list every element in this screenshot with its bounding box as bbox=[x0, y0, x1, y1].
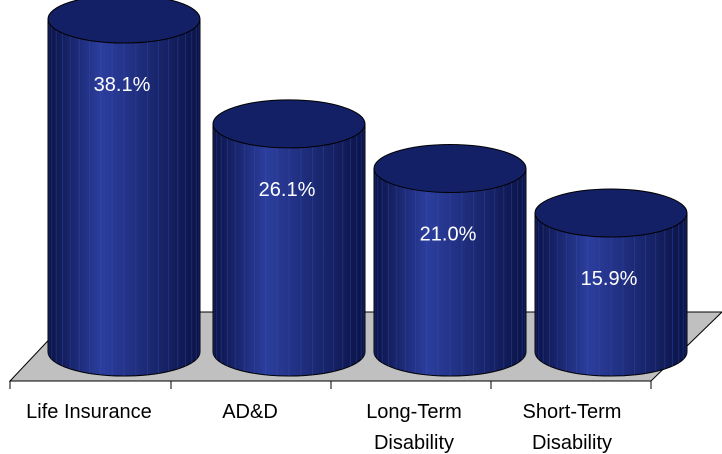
data-label: 15.9% bbox=[581, 268, 638, 290]
data-label: 38.1% bbox=[94, 74, 151, 96]
bar-top bbox=[47, 0, 201, 44]
bar: 15.9% bbox=[534, 188, 688, 377]
x-tick-label: Life Insurance bbox=[26, 401, 152, 423]
bar: 26.1% bbox=[212, 99, 366, 377]
bar-top bbox=[212, 99, 366, 149]
data-label: 26.1% bbox=[259, 179, 316, 201]
bar-top bbox=[534, 188, 688, 238]
x-tick-label: Short-Term Disability bbox=[523, 401, 622, 454]
bar-top bbox=[373, 143, 527, 193]
bar-body bbox=[47, 18, 201, 377]
x-tick-label: AD&D bbox=[222, 401, 278, 423]
bar-body bbox=[534, 212, 688, 377]
bar-body bbox=[212, 123, 366, 377]
bar: 21.0% bbox=[373, 143, 527, 377]
bar: 38.1% bbox=[47, 0, 201, 377]
data-label: 21.0% bbox=[420, 223, 477, 245]
bar-body bbox=[373, 167, 527, 377]
x-tick-label: Long-Term Disability bbox=[366, 401, 462, 454]
